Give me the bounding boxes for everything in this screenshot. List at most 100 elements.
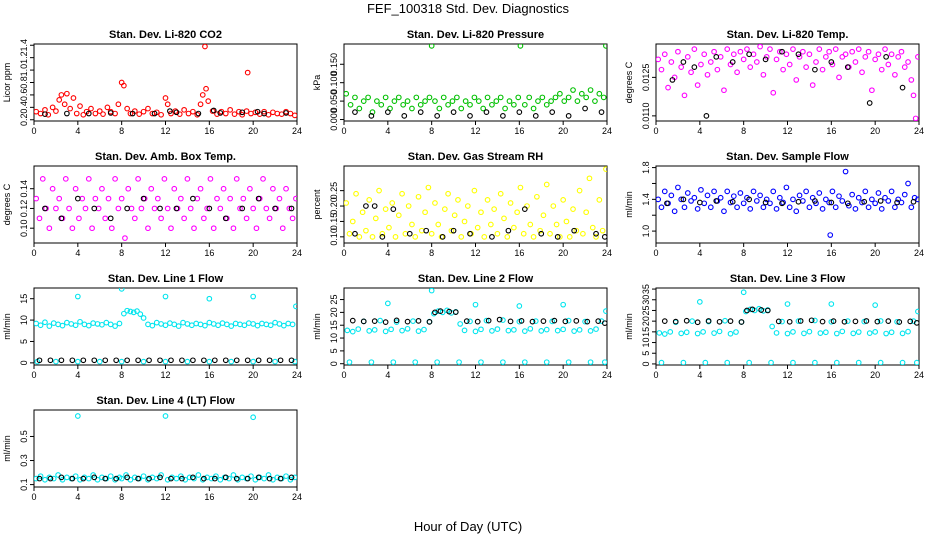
data-point bbox=[73, 110, 80, 117]
data-point bbox=[379, 230, 386, 237]
mean-point bbox=[210, 107, 217, 114]
data-point bbox=[458, 105, 465, 112]
data-point bbox=[272, 358, 278, 365]
points-group bbox=[34, 413, 297, 483]
mean-point bbox=[703, 113, 710, 119]
data-point bbox=[124, 105, 130, 112]
data-point bbox=[898, 48, 905, 55]
data-point bbox=[378, 101, 385, 108]
y-tick-label: 0.000 bbox=[329, 108, 339, 131]
data-point bbox=[472, 301, 479, 308]
data-point bbox=[148, 185, 155, 192]
data-point bbox=[82, 205, 89, 212]
x-tick-label: 0 bbox=[31, 248, 36, 258]
y-axis-label: Licor ppm bbox=[2, 63, 12, 103]
data-point bbox=[869, 87, 875, 94]
data-point bbox=[829, 188, 836, 195]
mean-point bbox=[360, 318, 367, 325]
x-tick-label: 24 bbox=[602, 126, 612, 136]
points-group bbox=[344, 166, 607, 240]
data-point bbox=[226, 475, 232, 482]
data-point bbox=[521, 101, 528, 108]
data-point bbox=[283, 473, 289, 480]
mean-point bbox=[195, 110, 202, 117]
data-point bbox=[89, 225, 95, 232]
data-point bbox=[862, 188, 869, 195]
data-point bbox=[716, 328, 723, 335]
data-point bbox=[570, 87, 576, 93]
data-point bbox=[747, 64, 754, 70]
mean-point bbox=[841, 318, 848, 325]
data-point bbox=[399, 190, 405, 197]
mean-point bbox=[485, 317, 492, 324]
mean-point bbox=[352, 109, 358, 116]
data-point bbox=[760, 71, 767, 78]
y-tick-label: 1.4 bbox=[19, 39, 29, 52]
data-point bbox=[67, 105, 74, 112]
mean-point bbox=[762, 56, 769, 63]
data-point bbox=[683, 329, 690, 336]
data-point bbox=[417, 101, 424, 108]
data-point bbox=[134, 308, 140, 314]
y-axis-label: ml/min bbox=[2, 313, 12, 340]
data-point bbox=[826, 199, 832, 206]
mean-point bbox=[135, 475, 141, 482]
data-point bbox=[92, 195, 99, 202]
data-point bbox=[197, 185, 204, 192]
mean-point bbox=[146, 475, 152, 482]
data-point bbox=[872, 200, 879, 207]
data-point bbox=[104, 104, 111, 111]
data-point bbox=[261, 108, 267, 115]
data-point bbox=[390, 359, 397, 365]
data-point bbox=[448, 227, 455, 234]
data-point bbox=[658, 359, 665, 365]
points-group bbox=[656, 44, 919, 121]
mean-point bbox=[244, 475, 251, 482]
x-tick-label: 12 bbox=[782, 248, 792, 258]
data-point bbox=[162, 95, 169, 101]
mean-point bbox=[179, 475, 185, 482]
data-point bbox=[359, 209, 366, 216]
data-point bbox=[892, 204, 898, 211]
data-point bbox=[415, 193, 422, 200]
mean-point bbox=[217, 110, 224, 116]
data-point bbox=[426, 94, 433, 101]
points-group bbox=[34, 175, 297, 241]
mean-point bbox=[426, 319, 433, 325]
mean-point bbox=[211, 475, 218, 482]
data-point bbox=[99, 321, 105, 328]
mean-point bbox=[417, 109, 424, 116]
data-point bbox=[833, 330, 840, 337]
mean-point bbox=[349, 317, 356, 324]
data-point bbox=[823, 53, 829, 60]
y-tick-label: 0.4 bbox=[19, 101, 29, 114]
data-point bbox=[371, 326, 378, 333]
mean-point bbox=[382, 319, 389, 325]
panel-title: Stan. Dev. Amb. Box Temp. bbox=[95, 151, 236, 163]
mean-point bbox=[795, 51, 802, 58]
x-tick-label: 0 bbox=[653, 248, 658, 258]
x-tick-label: 4 bbox=[385, 370, 390, 380]
data-point bbox=[773, 206, 780, 212]
data-point bbox=[412, 359, 419, 365]
data-point bbox=[199, 92, 206, 98]
data-point bbox=[151, 205, 158, 212]
data-point bbox=[905, 180, 911, 187]
data-point bbox=[118, 288, 125, 292]
mean-point bbox=[146, 357, 152, 364]
data-point bbox=[532, 318, 539, 324]
mean-point bbox=[727, 318, 734, 325]
data-point bbox=[435, 221, 442, 228]
mean-point bbox=[47, 357, 54, 364]
data-point bbox=[915, 196, 919, 203]
data-point bbox=[230, 472, 237, 478]
data-point bbox=[576, 326, 583, 333]
panel-3: Stan. Dev. Li-820 Temp. 0 4 8 12 16 20 24 0.0110… bbox=[624, 29, 924, 136]
data-point bbox=[839, 328, 846, 335]
y-tick-label: 15 bbox=[19, 294, 29, 304]
data-point bbox=[173, 475, 180, 482]
y-tick-label: 20 bbox=[329, 307, 339, 317]
y-tick-label: 35 bbox=[641, 284, 651, 294]
mean-point bbox=[222, 215, 229, 222]
